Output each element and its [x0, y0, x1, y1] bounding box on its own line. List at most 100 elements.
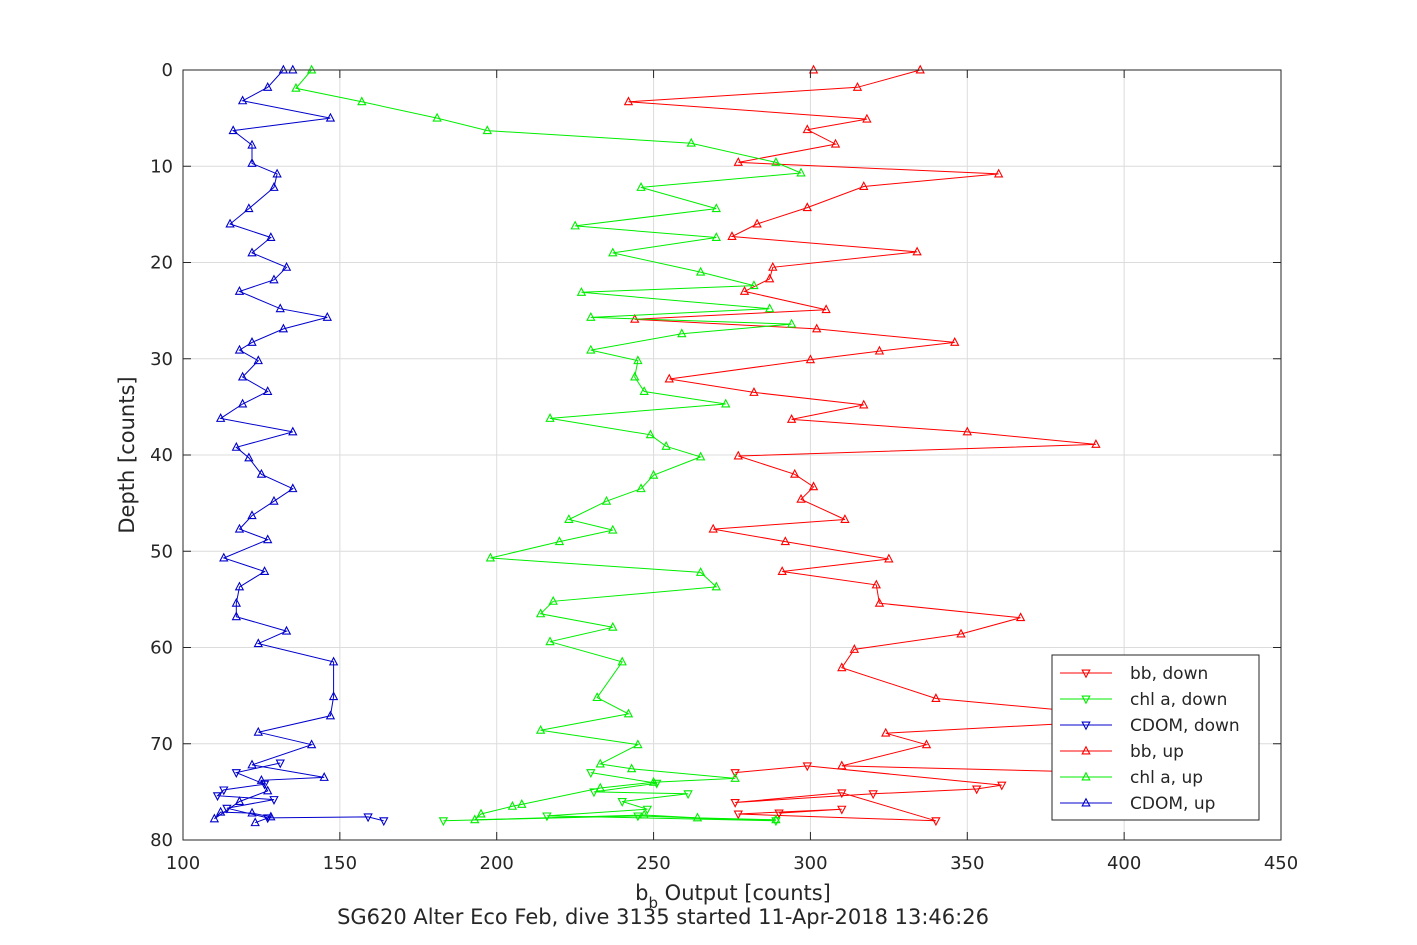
data-point: [617, 656, 627, 666]
data-point: [234, 285, 245, 295]
data-point: [228, 125, 238, 135]
data-point: [234, 344, 245, 354]
y-tick-label: 0: [162, 60, 173, 81]
data-point: [972, 785, 982, 795]
data-point: [247, 139, 257, 149]
chart-title: SG620 Alter Eco Feb, dive 3135 started 1…: [337, 905, 989, 929]
data-point: [837, 805, 847, 815]
data-point: [363, 813, 373, 823]
data-point: [830, 138, 841, 148]
data-point: [328, 656, 339, 666]
series-chl-a-up: [291, 64, 806, 824]
data-point: [507, 800, 518, 810]
data-point: [812, 323, 822, 333]
data-point: [733, 450, 743, 460]
data-point: [711, 581, 722, 591]
data-point: [263, 785, 273, 795]
data-point: [912, 246, 922, 256]
data-point: [225, 218, 235, 228]
data-point: [219, 786, 229, 796]
x-tick-label: 350: [950, 853, 984, 874]
data-point: [263, 386, 273, 395]
data-point: [325, 710, 336, 720]
y-tick-label: 60: [150, 638, 173, 659]
data-point: [840, 514, 850, 523]
data-point: [288, 64, 298, 74]
data-point: [626, 763, 637, 773]
data-point: [234, 581, 245, 591]
data-point: [790, 468, 800, 478]
data-point: [664, 373, 674, 383]
data-point: [269, 274, 279, 284]
data-point: [237, 398, 248, 408]
data-point: [802, 202, 812, 212]
data-point: [881, 727, 891, 737]
legend-marker: [1081, 797, 1091, 807]
data-point: [234, 523, 245, 533]
y-axis-label: Depth [counts]: [115, 376, 139, 533]
series-line: [628, 69, 1156, 774]
data-point: [786, 414, 797, 423]
data-point: [695, 266, 706, 276]
data-point: [852, 81, 863, 91]
legend-marker: [1081, 771, 1091, 781]
data-point: [752, 218, 762, 228]
data-point: [771, 817, 781, 827]
data-point: [328, 691, 339, 701]
data-point: [749, 280, 759, 290]
legend-label: bb, up: [1130, 742, 1184, 762]
data-point: [269, 182, 279, 191]
data-point: [623, 708, 634, 718]
data-point: [730, 769, 740, 779]
data-point: [802, 124, 812, 134]
data-point: [275, 759, 285, 769]
data-point: [554, 536, 565, 546]
series-cdom-down: [212, 759, 389, 827]
data-point: [771, 157, 781, 166]
data-point: [774, 809, 784, 819]
data-point: [288, 426, 298, 436]
data-point: [686, 137, 696, 147]
data-point: [648, 776, 659, 786]
data-point: [231, 769, 242, 779]
data-point: [237, 95, 248, 105]
y-tick-label: 30: [150, 349, 173, 370]
data-point: [630, 371, 640, 381]
data-point: [244, 452, 254, 462]
data-point: [231, 597, 242, 607]
data-point: [608, 247, 618, 257]
data-point: [633, 355, 643, 365]
data-point: [884, 553, 894, 563]
data-point: [586, 344, 596, 354]
data-point: [476, 808, 486, 818]
data-point: [733, 810, 743, 820]
data-point: [642, 805, 652, 815]
data-point: [247, 247, 257, 257]
data-point: [608, 524, 618, 534]
data-point: [231, 611, 242, 621]
data-point: [711, 203, 722, 213]
data-point: [652, 779, 662, 789]
data-point: [683, 790, 693, 800]
data-point: [859, 399, 869, 409]
data-point: [661, 440, 671, 450]
legend-label: bb, down: [1130, 664, 1208, 684]
data-point: [432, 112, 442, 122]
data-point: [215, 413, 226, 422]
data-point: [802, 762, 812, 772]
series-line: [216, 762, 384, 822]
data-point: [263, 534, 273, 544]
data-point: [608, 621, 618, 631]
data-point: [805, 354, 816, 364]
series-bb-up: [623, 64, 1161, 777]
data-point: [535, 724, 546, 734]
y-tick-label: 10: [150, 156, 173, 177]
data-point: [209, 813, 220, 823]
data-point: [357, 96, 367, 106]
data-point: [997, 781, 1007, 791]
data-point: [645, 429, 656, 439]
data-point: [247, 759, 257, 769]
data-point: [470, 814, 480, 824]
data-point: [234, 796, 245, 805]
